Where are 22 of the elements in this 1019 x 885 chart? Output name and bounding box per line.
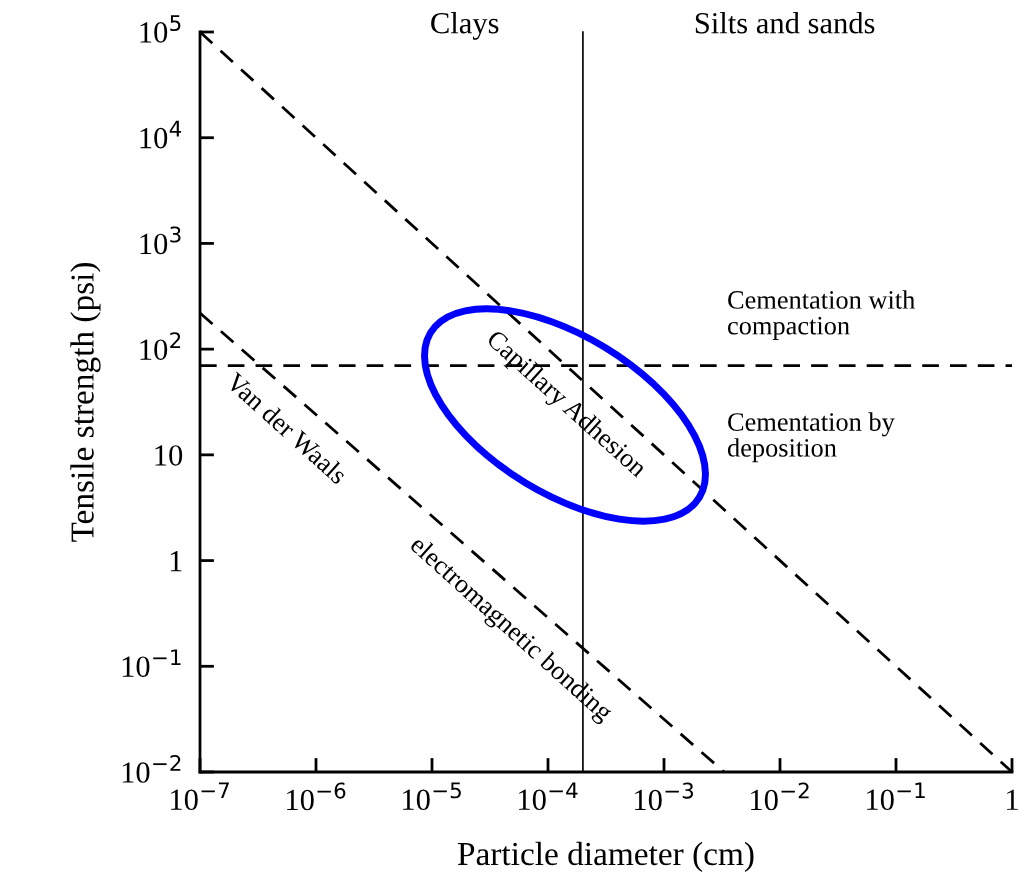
y-tick-label: 10$^{4}$ — [140, 120, 182, 149]
y-axis-title: Tensile strength (psi) — [70, 263, 101, 542]
y-tick-label: 10$^{5}$ — [140, 15, 181, 43]
x-tick-label: 10$^{−1}$ — [867, 782, 925, 811]
annotation: Cementation with compaction — [727, 290, 915, 340]
y-tick-label: 10$^{−2}$ — [122, 755, 181, 783]
y-tick-label: 10$^{3}$ — [140, 226, 181, 255]
x-tick-label: 10$^{−6}$ — [287, 782, 346, 811]
x-axis-title: Particle diameter (cm) — [457, 841, 754, 873]
x-tick-label: 1 — [1007, 789, 1018, 810]
annotation: Clays — [431, 12, 499, 40]
x-tick-label: 10$^{−5}$ — [403, 782, 461, 811]
x-tick-label: 10$^{−4}$ — [519, 782, 578, 811]
y-tick-label: 10 — [155, 445, 183, 466]
annotation: Silts and sands — [695, 12, 875, 34]
y-tick-label: 10$^{2}$ — [140, 332, 181, 361]
y-tick-label: 1 — [170, 551, 182, 572]
y-tick-label: 10$^{−1}$ — [122, 649, 181, 678]
x-tick-label: 10$^{−3}$ — [635, 782, 694, 811]
annotation: Cementation by deposition — [727, 412, 895, 463]
x-tick-label: 10$^{−7}$ — [171, 782, 229, 811]
x-tick-label: 10$^{−2}$ — [751, 782, 809, 811]
